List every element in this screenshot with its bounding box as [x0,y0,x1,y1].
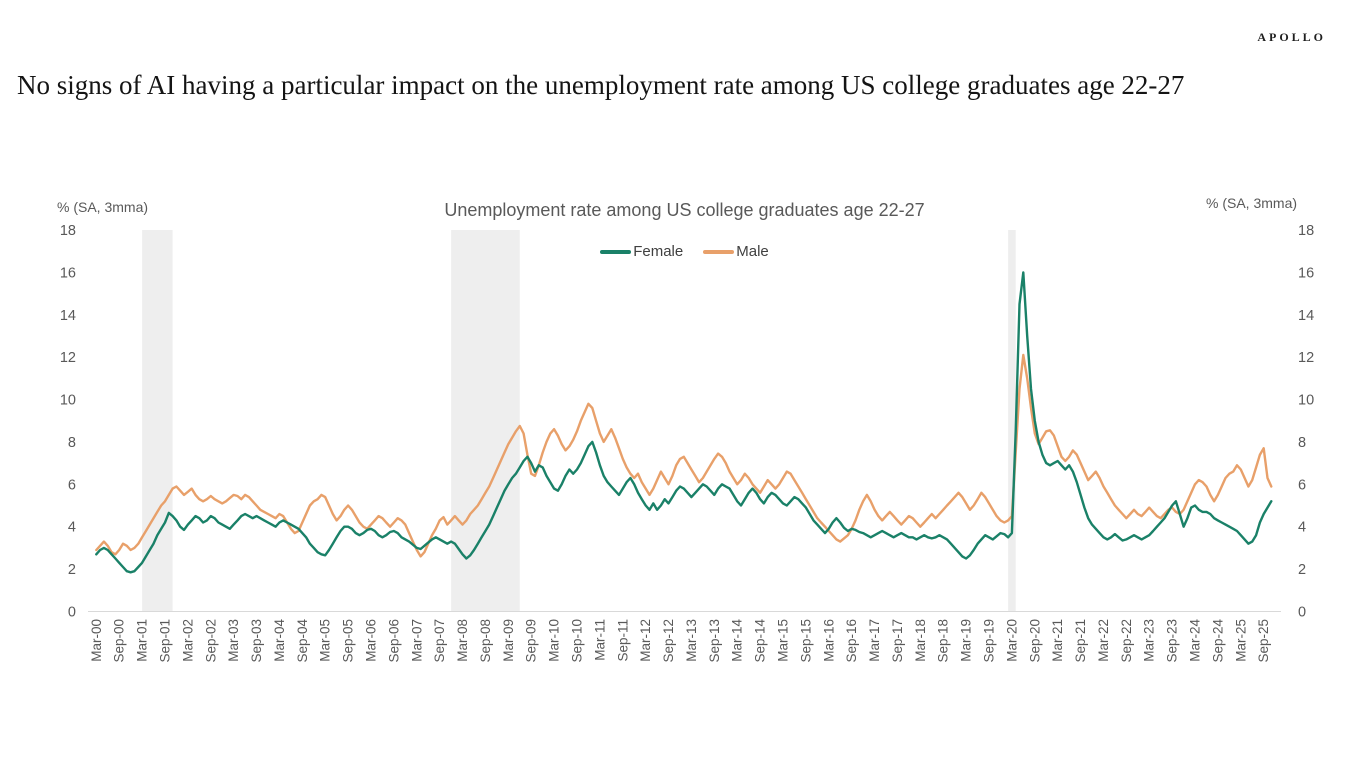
x-tick-label: Mar-18 [913,619,928,662]
legend-label-female: Female [633,243,684,260]
x-tick-label: Sep-06 [386,619,401,663]
x-tick-label: Sep-00 [112,619,127,663]
x-tick-label: Sep-10 [570,619,585,663]
y-tick-label-right: 6 [1298,477,1306,493]
y-tick-label-left: 18 [60,223,76,239]
x-tick-label: Sep-16 [844,619,859,663]
x-tick-label: Mar-03 [226,619,241,662]
x-tick-label: Sep-22 [1119,619,1134,663]
recession-band [142,230,173,612]
legend: Female Male [88,243,1281,260]
male-line-swatch-icon [703,249,735,254]
y-tick-label-right: 16 [1298,265,1314,281]
x-tick-label: Mar-13 [684,619,699,662]
x-tick-label: Sep-19 [982,619,997,663]
y-tick-label-left: 10 [60,393,76,409]
y-tick-label-right: 14 [1298,308,1314,324]
x-tick-label: Sep-02 [203,619,218,663]
x-tick-label: Sep-14 [753,619,768,663]
y-tick-label-right: 18 [1298,223,1314,239]
y-tick-label-right: 0 [1298,605,1306,621]
x-tick-label: Sep-12 [661,619,676,663]
x-tick-label: Mar-16 [821,619,836,662]
y-tick-label-left: 16 [60,265,76,281]
x-tick-label: Sep-24 [1210,619,1225,663]
x-tick-label: Sep-13 [707,619,722,663]
series-line-male [95,353,1273,558]
x-tick-label: Mar-24 [1188,619,1203,662]
headline: No signs of AI having a particular impac… [17,70,1185,100]
x-tick-label: Mar-05 [318,619,333,662]
right-axis-unit-label: % (SA, 3mma) [1206,195,1298,211]
y-tick-label-left: 8 [68,435,76,451]
x-tick-label: Sep-20 [1027,619,1042,663]
y-tick-label-left: 14 [60,308,76,324]
x-tick-label: Mar-06 [364,619,379,662]
apollo-logo: APOLLO [1257,30,1326,44]
chart-title: Unemployment rate among US college gradu… [444,200,925,220]
x-tick-label: Mar-21 [1050,619,1065,662]
legend-label-male: Male [736,243,769,260]
series-line-female [95,271,1273,574]
x-tick-label: Mar-22 [1096,619,1111,662]
x-tick-label: Mar-01 [135,619,150,662]
x-tick-label: Sep-07 [432,619,447,663]
x-tick-label: Mar-11 [592,619,607,661]
y-tick-label-left: 0 [68,605,76,621]
y-tick-label-right: 4 [1298,520,1306,536]
recession-band [1008,230,1016,612]
x-tick-label: Sep-21 [1073,619,1088,663]
x-tick-label: Mar-09 [501,619,516,662]
y-tick-label-right: 8 [1298,435,1306,451]
x-tick-label: Mar-17 [867,619,882,662]
x-tick-label: Mar-19 [959,619,974,662]
x-tick-label: Sep-23 [1165,619,1180,663]
x-tick-label: Mar-08 [455,619,470,662]
x-tick-label: Sep-15 [798,619,813,663]
x-tick-label: Mar-00 [89,619,104,662]
x-tick-label: Mar-14 [730,619,745,662]
y-tick-label-left: 2 [68,562,76,578]
x-tick-label: Mar-15 [776,619,791,662]
x-tick-label: Mar-23 [1142,619,1157,662]
legend-item-male: Male [703,243,769,260]
x-tick-label: Sep-05 [341,619,356,663]
y-tick-label-right: 10 [1298,393,1314,409]
recession-band [451,230,520,612]
y-tick-label-left: 6 [68,477,76,493]
x-tick-label: Mar-07 [409,619,424,662]
y-tick-label-left: 12 [60,350,76,366]
x-tick-label: Sep-17 [890,619,905,663]
x-tick-label: Mar-02 [180,619,195,662]
x-tick-label: Sep-25 [1256,619,1271,663]
x-tick-label: Sep-08 [478,619,493,663]
x-tick-label: Sep-09 [524,619,539,663]
y-tick-label-left: 4 [68,520,76,536]
y-tick-label-right: 12 [1298,350,1314,366]
x-tick-label: Mar-20 [1004,619,1019,662]
y-tick-label-right: 2 [1298,562,1306,578]
female-line-swatch-icon [600,249,632,254]
legend-item-female: Female [600,243,683,260]
x-tick-label: Sep-01 [158,619,173,663]
x-tick-label: Mar-25 [1233,619,1248,662]
x-tick-label: Sep-03 [249,619,264,663]
x-tick-label: Mar-12 [638,619,653,662]
x-tick-label: Mar-10 [547,619,562,662]
left-axis-unit-label: % (SA, 3mma) [57,199,149,215]
x-tick-label: Mar-04 [272,619,287,662]
x-tick-label: Sep-04 [295,619,310,663]
x-tick-label: Sep-11 [615,619,630,662]
x-tick-label: Sep-18 [936,619,951,663]
